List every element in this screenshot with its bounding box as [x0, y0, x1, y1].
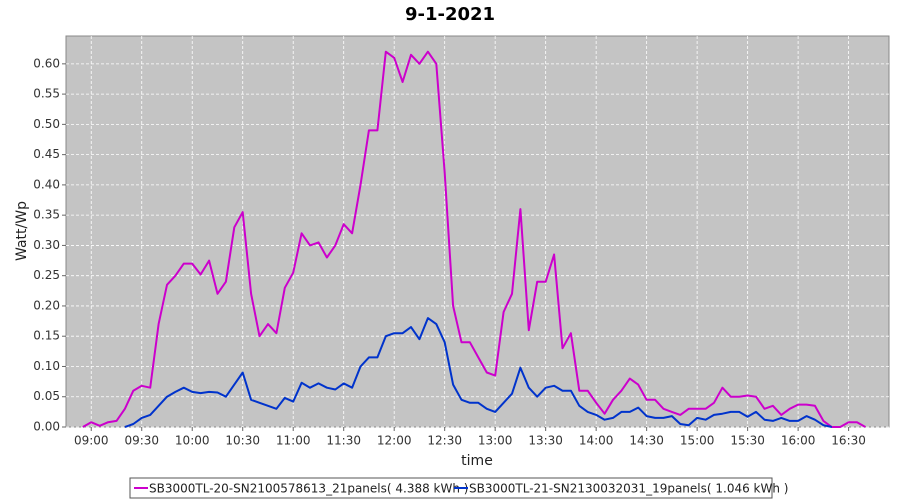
x-tick-label: 16:30 [831, 434, 866, 448]
legend-box [129, 477, 773, 499]
x-tick-label: 09:00 [74, 434, 109, 448]
x-tick-label: 10:30 [225, 434, 260, 448]
y-tick-label: 0.45 [33, 147, 60, 161]
legend-label: SB3000TL-21-SN2130032031_19panels( 1.046… [469, 482, 788, 496]
x-tick-label: 14:30 [629, 434, 664, 448]
x-tick-label: 15:00 [680, 434, 715, 448]
series-line [82, 50, 866, 428]
y-tick-label: 0.05 [33, 389, 60, 403]
x-axis-label: time [461, 453, 493, 469]
x-tick-label: 10:00 [175, 434, 210, 448]
x-tick-label: 13:30 [528, 434, 563, 448]
x-tick-label: 13:00 [478, 434, 513, 448]
y-tick-label: 0.25 [33, 268, 60, 282]
y-tick-label: 0.30 [33, 238, 60, 252]
x-tick-label: 14:00 [579, 434, 614, 448]
x-tick-label: 16:00 [781, 434, 816, 448]
y-tick-label: 0.50 [33, 117, 60, 131]
series-line [124, 317, 833, 428]
x-tick-label: 11:00 [276, 434, 311, 448]
y-axis-label: Watt/Wp [14, 201, 30, 261]
y-tick-label: 0.40 [33, 177, 60, 191]
x-tick-label: 11:30 [326, 434, 361, 448]
x-tick-label: 15:30 [730, 434, 765, 448]
y-tick-label: 0.60 [33, 56, 60, 70]
plot-area [65, 35, 890, 428]
x-tick-label: 12:00 [377, 434, 412, 448]
x-tick-label: 09:30 [124, 434, 159, 448]
y-tick-label: 0.55 [33, 87, 60, 101]
y-tick-label: 0.15 [33, 329, 60, 343]
chart-title: 9-1-2021 [405, 4, 495, 25]
y-tick-label: 0.10 [33, 359, 60, 373]
y-tick-label: 0.35 [33, 208, 60, 222]
y-tick-label: 0.20 [33, 298, 60, 312]
y-tick-label: 0.00 [33, 420, 60, 434]
x-tick-label: 12:30 [427, 434, 462, 448]
legend-label: SB3000TL-20-SN2100578613_21panels( 4.388… [149, 482, 468, 496]
